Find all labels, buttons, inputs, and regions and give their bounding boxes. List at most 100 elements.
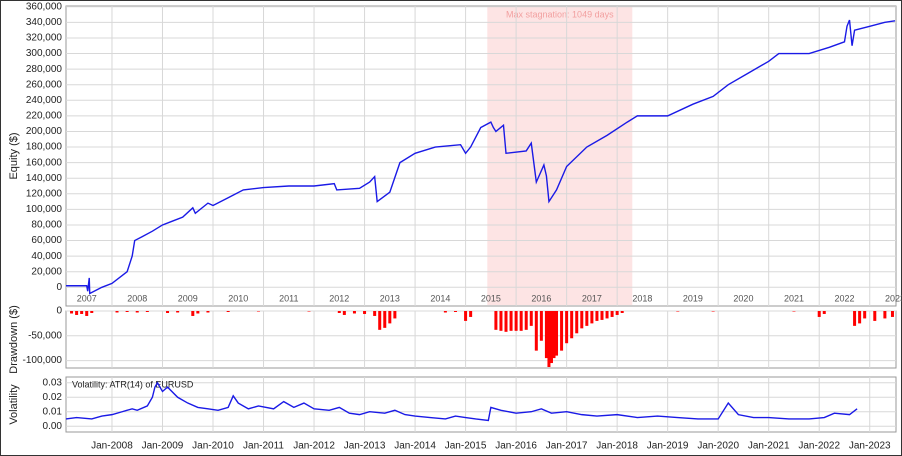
y-tick-label: 20,000 [31, 266, 62, 277]
bar [534, 311, 538, 351]
year-label: 2020 [733, 293, 753, 303]
bar [590, 311, 594, 324]
year-label: 2007 [77, 293, 97, 303]
bar [509, 311, 513, 331]
y-tick-label: -100,000 [23, 355, 63, 366]
year-label: 2023 [885, 293, 902, 303]
bar [453, 311, 457, 312]
bar [555, 311, 559, 356]
y-tick-label: 320,000 [26, 33, 63, 44]
bar [166, 311, 170, 313]
y-tick-label: 280,000 [26, 64, 63, 75]
bar [145, 311, 149, 312]
year-label: 2014 [430, 293, 450, 303]
y-tick-label: 140,000 [26, 173, 63, 184]
x-tick-label: Jan-2010 [192, 441, 234, 452]
bar [393, 311, 397, 319]
bar [443, 311, 447, 313]
bar [206, 311, 210, 313]
bar [560, 311, 564, 351]
year-label: 2010 [228, 293, 248, 303]
y-tick-label: -50,000 [28, 330, 62, 341]
bar [388, 311, 392, 324]
bar [552, 311, 556, 359]
bar [342, 311, 346, 315]
bar [135, 311, 139, 313]
bar [378, 311, 382, 330]
bar [363, 311, 367, 314]
bar [575, 311, 579, 334]
year-label: 2022 [834, 293, 854, 303]
bar [547, 311, 551, 368]
year-label: 2021 [784, 293, 804, 303]
y-tick-label: 340,000 [26, 17, 63, 28]
x-tick-label: Jan-2008 [91, 441, 133, 452]
y-axis-title: Equity ($) [8, 132, 20, 179]
panel [65, 5, 897, 307]
bar [600, 311, 604, 320]
y-tick-label: 0.00 [43, 421, 63, 432]
bar [615, 311, 619, 315]
x-tick-label: Jan-2019 [647, 441, 689, 452]
y-tick-label: 240,000 [26, 95, 63, 106]
bar [196, 311, 200, 314]
bar [80, 311, 84, 314]
stagnation-region [487, 7, 633, 305]
bar [858, 311, 862, 324]
y-tick-label: 40,000 [31, 251, 62, 262]
y-tick-label: 80,000 [31, 220, 62, 231]
bar [595, 311, 599, 321]
bar [494, 311, 498, 330]
y-tick-label: 200,000 [26, 126, 63, 137]
bar [883, 311, 887, 319]
bar [524, 311, 528, 330]
bar [90, 311, 94, 313]
y-tick-label: 0.01 [43, 406, 63, 417]
bar [125, 311, 129, 312]
y-tick-label: 120,000 [26, 188, 63, 199]
bar [464, 311, 468, 321]
y-tick-label: 300,000 [26, 48, 63, 59]
x-tick-label: Jan-2013 [344, 441, 386, 452]
bar [519, 311, 523, 331]
y-tick-label: 0.02 [43, 392, 63, 403]
x-tick-label: Jan-2015 [445, 441, 487, 452]
bar [226, 311, 230, 312]
x-tick-label: Jan-2022 [798, 441, 840, 452]
x-tick-label: Jan-2020 [697, 441, 739, 452]
year-label: 2017 [582, 293, 602, 303]
bar [191, 311, 195, 316]
bar [70, 311, 74, 314]
series-line [65, 381, 858, 422]
bar [85, 311, 89, 316]
bar [620, 311, 624, 313]
bar [822, 311, 826, 314]
y-tick-label: 180,000 [26, 142, 63, 153]
bar [499, 311, 503, 331]
y-tick-label: 360,000 [26, 1, 63, 12]
x-tick-label: Jan-2018 [596, 441, 638, 452]
y-tick-label: 0 [56, 306, 62, 317]
x-tick-label: Jan-2017 [546, 441, 588, 452]
bar [570, 311, 574, 339]
y-tick-label: 220,000 [26, 111, 63, 122]
bar [504, 311, 508, 332]
bar [610, 311, 614, 317]
bar [75, 311, 79, 315]
bar [115, 311, 119, 313]
y-tick-label: 0 [56, 282, 62, 293]
bar [580, 311, 584, 329]
y-tick-label: 100,000 [26, 204, 63, 215]
x-tick-label: Jan-2011 [243, 441, 284, 452]
bar [373, 311, 377, 316]
x-tick-label: Jan-2023 [849, 441, 891, 452]
bar [176, 311, 180, 313]
bar [352, 311, 356, 314]
y-axis-title: Volatility [8, 384, 20, 425]
year-label: 2011 [279, 293, 298, 303]
y-axis-title: Drawdown ($) [8, 305, 20, 373]
y-tick-label: 0.03 [43, 377, 63, 388]
bar [514, 311, 518, 331]
y-tick-label: 260,000 [26, 79, 63, 90]
